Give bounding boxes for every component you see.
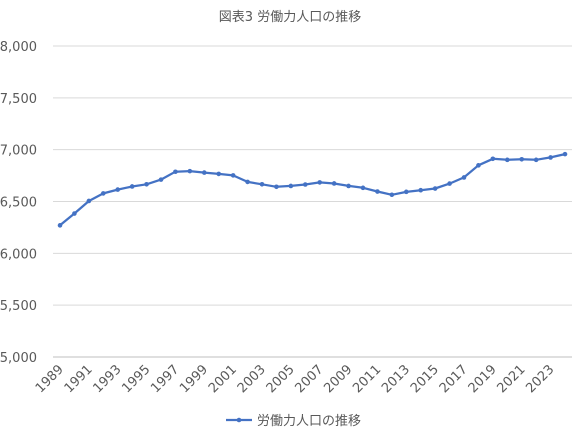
data-point-2023	[548, 155, 553, 160]
data-point-2004	[274, 184, 279, 190]
x-tick-label: 1997	[148, 362, 182, 396]
x-axis: 1989199119931995199719992001200320052007…	[33, 362, 558, 396]
data-point-1999	[201, 170, 207, 175]
data-point-1990	[72, 211, 77, 216]
x-tick-label: 2005	[264, 362, 298, 396]
data-point-2015	[432, 186, 438, 191]
data-point-2021	[519, 157, 525, 162]
y-tick-label: 6,000	[0, 247, 37, 262]
data-point-2005	[288, 183, 294, 189]
data-point-2002	[245, 179, 250, 185]
x-tick-label: 2019	[466, 362, 500, 396]
x-tick-label: 2015	[408, 362, 442, 396]
x-tick-label: 2007	[293, 362, 327, 396]
x-tick-label: 2017	[437, 362, 471, 396]
data-point-1992	[100, 191, 106, 196]
y-tick-label: 6,500	[0, 196, 37, 211]
series-line	[59, 153, 566, 227]
data-point-2009	[346, 183, 351, 189]
data-point-1991	[86, 198, 92, 204]
y-tick-label: 8,000	[0, 40, 37, 55]
data-point-2020	[504, 157, 510, 163]
data-point-2011	[375, 189, 380, 194]
data-point-2000	[216, 171, 222, 177]
y-tick-label: 7,500	[0, 92, 37, 107]
x-tick-label: 1993	[91, 362, 125, 396]
data-point-1995	[144, 181, 149, 187]
x-tick-label: 1991	[62, 362, 96, 396]
data-point-2007	[317, 180, 323, 185]
chart-title: 図表3 労働力人口の推移	[219, 10, 361, 25]
data-point-1997	[173, 169, 178, 175]
data-point-2012	[389, 192, 395, 198]
data-point-2018	[476, 163, 481, 168]
x-tick-label: 2001	[206, 362, 240, 396]
x-tick-label: 1989	[33, 362, 67, 396]
gridlines	[53, 45, 572, 358]
x-tick-label: 2013	[379, 362, 413, 396]
data-point-2006	[302, 182, 308, 187]
y-tick-label: 5,500	[0, 299, 37, 314]
data-point-2008	[331, 181, 337, 186]
data-point-2019	[490, 156, 496, 162]
data-point-2022	[533, 157, 539, 163]
data-point-2017	[461, 175, 467, 180]
series-layer	[57, 151, 568, 228]
x-tick-label: 2023	[523, 362, 557, 396]
data-point-2014	[418, 187, 424, 193]
x-tick-label: 1995	[119, 362, 153, 396]
data-point-2013	[403, 189, 409, 195]
x-tick-label: 2009	[321, 362, 355, 396]
legend-marker-swatch	[236, 417, 242, 423]
data-point-1998	[187, 168, 193, 174]
data-point-2016	[447, 181, 452, 186]
data-point-2024	[562, 151, 568, 157]
data-point-1993	[115, 187, 121, 192]
y-axis: 5,000 5,500 6,000 6,500 7,000 7,500 8,000	[0, 40, 572, 366]
data-point-2003	[259, 181, 265, 187]
legend-label: 労働力人口の推移	[257, 414, 361, 429]
data-point-2010	[360, 185, 366, 191]
x-tick-label: 2021	[495, 362, 529, 396]
y-tick-label: 7,000	[0, 144, 37, 159]
x-tick-label: 2003	[235, 362, 269, 396]
x-tick-label: 2011	[350, 362, 384, 396]
data-point-2001	[230, 173, 236, 178]
legend: 労働力人口の推移	[226, 414, 361, 429]
data-point-1994	[129, 184, 135, 189]
data-point-1989	[57, 223, 63, 228]
y-tick-label: 5,000	[0, 351, 37, 366]
x-tick-label: 1999	[177, 362, 211, 396]
data-point-1996	[158, 177, 164, 182]
